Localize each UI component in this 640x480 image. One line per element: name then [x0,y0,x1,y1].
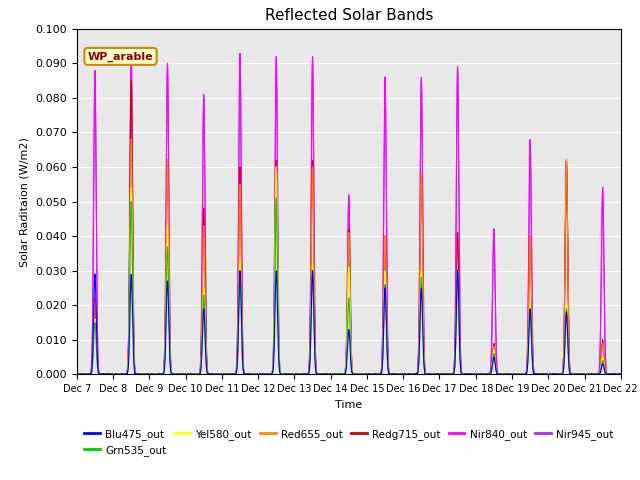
Red655_out [329,372,337,377]
Nir840_out [127,47,135,52]
Grn535_out [328,371,336,377]
Red655_out [73,372,81,377]
Nir945_out [171,372,179,377]
Red655_out [171,372,179,377]
Grn535_out [616,372,624,377]
Nir945_out [73,372,81,377]
Red655_out [617,372,625,377]
Line: Nir840_out: Nir840_out [77,49,621,374]
Grn535_out [73,372,81,377]
Redg715_out [441,372,449,377]
Yel580_out [441,372,449,377]
Yel580_out [617,372,625,377]
Legend: Blu475_out, Grn535_out, Yel580_out, Red655_out, Redg715_out, Nir840_out, Nir945_: Blu475_out, Grn535_out, Yel580_out, Red6… [80,424,618,460]
Nir840_out [502,372,509,377]
Nir945_out [616,372,624,377]
Red655_out [441,372,449,377]
Grn535_out [471,372,479,377]
Nir945_out [441,372,449,377]
Nir840_out [328,372,336,377]
Yel580_out [73,372,81,377]
Redg715_out [127,78,135,84]
Blu475_out [73,372,81,377]
Line: Blu475_out: Blu475_out [77,271,621,374]
Nir945_out [73,371,81,377]
X-axis label: Time: Time [335,400,362,409]
Red655_out [616,372,624,377]
Grn535_out [502,372,509,377]
Red655_out [502,372,509,377]
Grn535_out [273,195,280,201]
Redg715_out [73,372,81,377]
Nir840_out [617,372,625,377]
Nir840_out [471,372,479,377]
Yel580_out [471,372,479,377]
Line: Yel580_out: Yel580_out [77,167,621,374]
Nir945_out [236,54,244,60]
Blu475_out [617,372,625,377]
Line: Redg715_out: Redg715_out [77,81,621,374]
Nir840_out [171,372,179,377]
Blu475_out [502,372,509,377]
Redg715_out [171,372,179,377]
Blu475_out [616,372,624,377]
Blu475_out [171,372,179,377]
Nir840_out [441,372,449,377]
Yel580_out [329,371,337,377]
Yel580_out [73,372,81,377]
Blu475_out [454,268,461,274]
Yel580_out [171,372,179,377]
Redg715_out [471,372,479,377]
Y-axis label: Solar Raditaion (W/m2): Solar Raditaion (W/m2) [20,137,30,266]
Line: Red655_out: Red655_out [77,139,621,374]
Nir945_out [617,372,625,377]
Yel580_out [502,372,509,377]
Redg715_out [616,372,624,377]
Blu475_out [328,372,336,377]
Nir945_out [329,372,337,377]
Grn535_out [617,372,625,377]
Redg715_out [328,372,336,377]
Nir840_out [73,372,81,377]
Nir840_out [616,372,624,377]
Line: Nir945_out: Nir945_out [77,57,621,374]
Nir945_out [471,372,479,377]
Line: Grn535_out: Grn535_out [77,198,621,374]
Yel580_out [616,372,624,377]
Red655_out [127,136,135,142]
Grn535_out [171,372,179,377]
Yel580_out [273,164,280,170]
Blu475_out [441,372,449,377]
Text: WP_arable: WP_arable [88,51,154,61]
Redg715_out [502,372,509,377]
Grn535_out [441,371,449,377]
Blu475_out [471,371,479,377]
Red655_out [471,372,479,377]
Nir945_out [502,372,509,377]
Title: Reflected Solar Bands: Reflected Solar Bands [264,9,433,24]
Redg715_out [617,372,625,377]
Blu475_out [73,372,81,377]
Red655_out [73,371,81,377]
